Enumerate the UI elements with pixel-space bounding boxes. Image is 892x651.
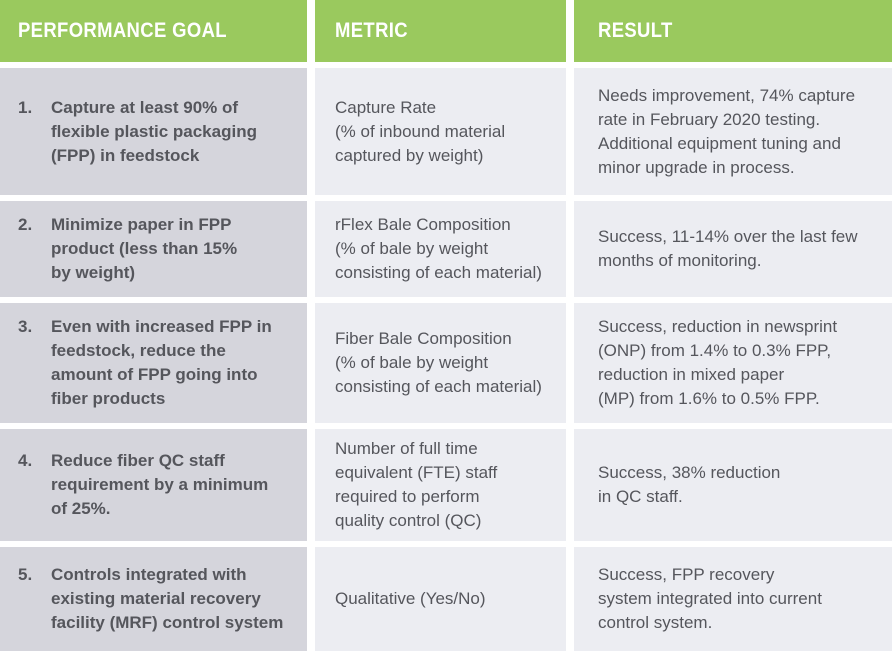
goal-text: Capture at least 90% of flexible plastic… [51,97,257,165]
metric-text: Qualitative (Yes/No) [335,589,486,608]
goal-number: 1. [18,97,33,117]
metric-text: Capture Rate (% of inbound material capt… [335,97,506,165]
result-cell-3: Success, reduction in newsprint (ONP) fr… [574,303,892,423]
column-header-performance-goal: PERFORMANCE GOAL [0,0,307,62]
result-cell-5: Success, FPP recovery system integrated … [574,547,892,651]
goal-number: 4. [18,451,33,470]
column-header-label: RESULT [598,19,673,42]
result-text: Success, 38% reduction in QC staff. [598,463,781,506]
result-text: Success, reduction in newsprint (ONP) fr… [598,317,838,408]
goal-cell-2: 2. Minimize paper in FPP product (less t… [0,201,307,297]
result-cell-2: Success, 11-14% over the last few months… [574,201,892,297]
goal-text: Minimize paper in FPP product (less than… [51,215,238,282]
metric-cell-2: rFlex Bale Composition (% of bale by wei… [315,201,566,297]
column-header-result: RESULT [574,0,892,62]
goal-row: 3. Even with increased FPP in feedstock,… [18,315,272,411]
goal-number: 3. [18,317,33,336]
metric-cell-4: Number of full time equivalent (FTE) sta… [315,429,566,541]
result-cell-4: Success, 38% reduction in QC staff. [574,429,892,541]
goal-cell-3: 3. Even with increased FPP in feedstock,… [0,303,307,423]
goal-number: 2. [18,215,33,234]
result-text: Success, 11-14% over the last few months… [598,227,858,270]
goal-row: 5. Controls integrated with existing mat… [18,563,283,635]
column-header-label: PERFORMANCE GOAL [18,19,227,42]
result-text: Needs improvement, 74% capture rate in F… [598,85,856,177]
goal-cell-1: 1. Capture at least 90% of flexible plas… [0,68,307,195]
goal-text: Even with increased FPP in feedstock, re… [51,317,272,408]
goal-row: 4. Reduce fiber QC staff requirement by … [18,449,268,521]
goal-cell-4: 4. Reduce fiber QC staff requirement by … [0,429,307,541]
result-cell-1: Needs improvement, 74% capture rate in F… [574,68,892,195]
metric-cell-1: Capture Rate (% of inbound material capt… [315,68,566,195]
metric-cell-3: Fiber Bale Composition (% of bale by wei… [315,303,566,423]
goal-text: Controls integrated with existing materi… [51,565,284,632]
goal-number: 5. [18,565,33,584]
goal-cell-5: 5. Controls integrated with existing mat… [0,547,307,651]
metric-text: Number of full time equivalent (FTE) sta… [335,439,498,530]
goal-row: 2. Minimize paper in FPP product (less t… [18,213,237,285]
metric-text: Fiber Bale Composition (% of bale by wei… [335,329,542,396]
result-text: Success, FPP recovery system integrated … [598,565,822,632]
column-header-metric: METRIC [315,0,566,62]
goal-text: Reduce fiber QC staff requirement by a m… [51,451,269,518]
metric-text: rFlex Bale Composition (% of bale by wei… [335,215,542,282]
metric-cell-5: Qualitative (Yes/No) [315,547,566,651]
column-header-label: METRIC [335,19,408,42]
goal-row: 1. Capture at least 90% of flexible plas… [18,96,257,168]
